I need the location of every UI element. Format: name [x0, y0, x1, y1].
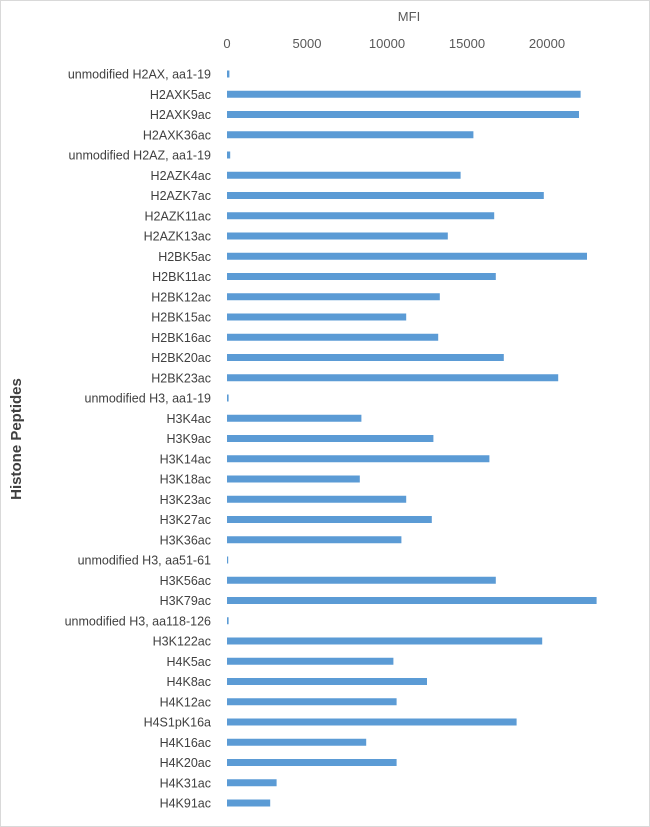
bars: [227, 70, 597, 807]
category-label: H3K23ac: [160, 493, 211, 507]
x-tick-label: 5000: [293, 36, 322, 51]
category-label: H3K56ac: [160, 574, 211, 588]
category-label: H2AZK13ac: [144, 230, 211, 244]
bar: [227, 192, 544, 199]
bar: [227, 151, 231, 159]
category-label: unmodified H2AX, aa1-19: [68, 68, 211, 82]
bar: [227, 212, 495, 220]
bar: [227, 273, 496, 280]
bar: [227, 374, 559, 382]
bar: [227, 90, 581, 98]
bar: [227, 475, 360, 483]
category-label: H2BK16ac: [151, 331, 211, 345]
category-label: H4K91ac: [160, 797, 211, 811]
category-label: H4S1pK16a: [144, 716, 211, 730]
category-label: H4K12ac: [160, 695, 211, 709]
bar: [227, 779, 277, 787]
category-label: H2BK11ac: [152, 270, 211, 284]
x-tick-label: 15000: [449, 36, 485, 51]
bar: [227, 455, 490, 463]
bar: [227, 414, 362, 422]
bar: [227, 738, 367, 746]
category-label: H3K4ac: [167, 412, 211, 426]
category-label: unmodified H3, aa1-19: [85, 392, 212, 406]
bar: [227, 698, 397, 706]
category-label: H2AZK4ac: [151, 169, 211, 183]
category-label: H3K18ac: [160, 473, 211, 487]
category-label: H3K27ac: [160, 513, 211, 527]
bar: [227, 536, 402, 544]
category-label: H4K8ac: [167, 675, 211, 689]
category-label: H4K16ac: [160, 736, 211, 750]
bar: [227, 759, 397, 766]
bar: [227, 171, 461, 179]
category-label: H3K36ac: [160, 533, 211, 547]
bar: [227, 333, 439, 341]
bar: [227, 516, 432, 523]
category-label: H2BK5ac: [158, 250, 211, 264]
bar: [227, 111, 579, 118]
bar: [227, 394, 229, 402]
category-label: H2BK15ac: [151, 311, 211, 325]
category-label: H4K31ac: [160, 776, 211, 790]
category-label: H2AXK5ac: [150, 88, 211, 102]
category-label: H3K9ac: [167, 432, 211, 446]
bar: [227, 435, 434, 442]
x-axis-title: MFI: [398, 9, 420, 24]
bar: [227, 576, 496, 584]
category-label: H4K5ac: [167, 655, 211, 669]
bar: [227, 354, 504, 361]
x-tick-label: 0: [223, 36, 230, 51]
bar: [227, 313, 407, 321]
category-labels: unmodified H2AX, aa1-19 H2AXK5ac H2AXK9ac H…: [65, 68, 211, 811]
x-axis-ticks: 0 5000 10000 15000 20000: [223, 36, 565, 51]
category-label: H2AXK36ac: [143, 128, 211, 142]
bar: [227, 718, 517, 726]
bar: [227, 617, 229, 625]
x-tick-label: 20000: [529, 36, 565, 51]
bar: [227, 637, 543, 645]
bar: [227, 556, 229, 564]
y-axis-title: Histone Peptides: [8, 378, 25, 500]
category-label: H2BK12ac: [151, 290, 211, 304]
x-tick-label: 10000: [369, 36, 405, 51]
category-label: H3K122ac: [153, 635, 211, 649]
bar: [227, 293, 440, 301]
bar: [227, 131, 474, 139]
bar: [227, 657, 394, 665]
category-label: H3K79ac: [160, 594, 211, 608]
category-label: H2AZK11ac: [145, 209, 211, 223]
bar: [227, 232, 448, 240]
category-label: H4K20ac: [160, 756, 211, 770]
category-label: H2AXK9ac: [150, 108, 211, 122]
bar: [227, 678, 427, 685]
bar: [227, 252, 587, 260]
category-label: H3K14ac: [160, 452, 211, 466]
category-label: H2BK23ac: [151, 371, 211, 385]
category-label: unmodified H3, aa51-61: [78, 554, 211, 568]
category-label: unmodified H3, aa118-126: [65, 614, 211, 628]
category-label: H2BK20ac: [151, 351, 211, 365]
category-label: unmodified H2AZ, aa1-19: [69, 149, 211, 163]
bar: [227, 495, 407, 503]
bar: [227, 70, 230, 78]
bar: [227, 597, 597, 604]
category-label: H2AZK7ac: [151, 189, 211, 203]
bar: [227, 799, 271, 807]
